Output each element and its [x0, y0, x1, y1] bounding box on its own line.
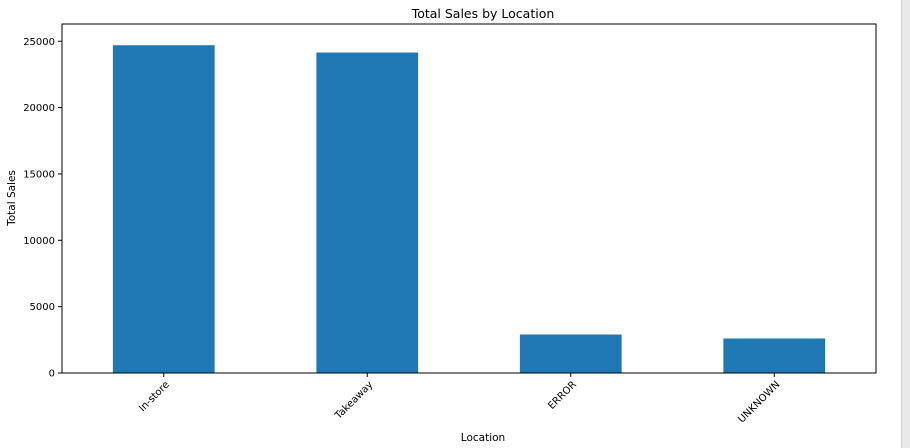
y-tick-label: 25000 — [23, 37, 55, 48]
y-ticks-group: 0 5000 10000 15000 20000 25000 — [23, 37, 62, 380]
chart-title: Total Sales by Location — [411, 6, 555, 21]
x-ticks-group: In-store Takeaway ERROR UNKNOWN — [137, 373, 782, 425]
y-tick-label: 15000 — [23, 169, 55, 180]
x-axis-label: Location — [461, 432, 505, 444]
bar-unknown — [723, 338, 825, 373]
x-tick-label: ERROR — [546, 379, 579, 412]
x-tick-label: Takeaway — [333, 379, 376, 422]
bars-group — [113, 45, 825, 373]
y-axis-label: Total Sales — [6, 170, 18, 227]
y-tick-label: 5000 — [30, 302, 55, 313]
window-scrollbar[interactable] — [901, 0, 910, 448]
bar-in-store — [113, 45, 215, 373]
y-tick-label: 20000 — [23, 103, 55, 114]
bar-error — [520, 335, 622, 373]
bar-takeaway — [316, 53, 418, 373]
y-tick-label: 0 — [49, 369, 55, 380]
x-tick-label: In-store — [137, 379, 172, 414]
x-tick-label: UNKNOWN — [736, 379, 782, 425]
y-tick-label: 10000 — [23, 236, 55, 247]
